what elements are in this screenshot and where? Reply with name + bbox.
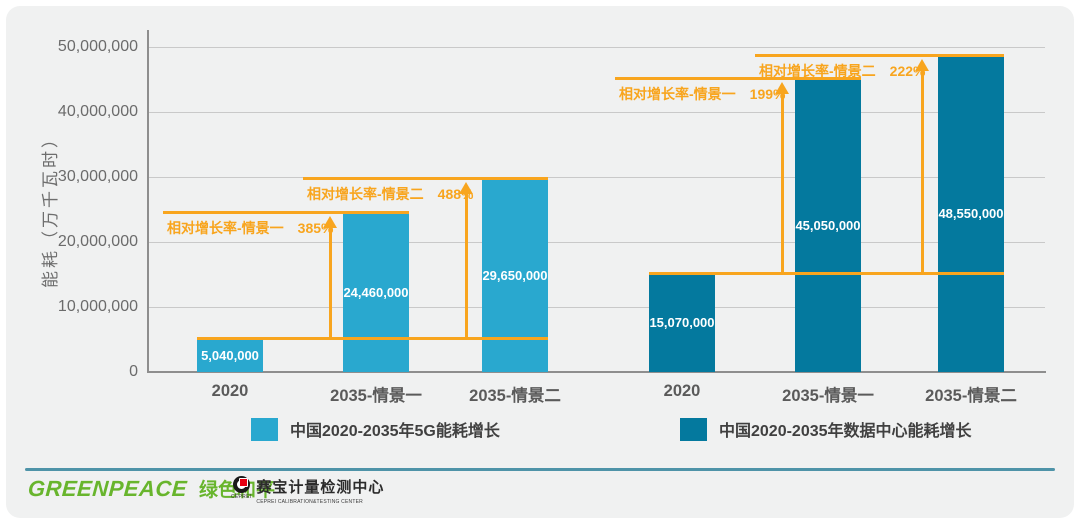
bar-value-label: 15,070,000: [649, 315, 715, 330]
annotation-label: 相对增长率-情景一 199%: [619, 86, 786, 102]
bar-value-label: 45,050,000: [795, 217, 861, 233]
x-tick-label: 2035-情景二: [469, 387, 561, 405]
y-axis-line: [147, 30, 149, 373]
arrow-up-icon: [915, 59, 929, 71]
y-axis-title: 能耗（万千瓦时）: [41, 128, 60, 288]
arrow-up-icon: [459, 182, 473, 194]
annotation-line: [755, 54, 1004, 57]
ceprei-icon-caption: CEPREI: [231, 494, 252, 500]
bar-value-label: 48,550,000: [938, 206, 1004, 221]
ceprei-icon-wrap: CEPREI: [231, 476, 251, 505]
legend-item: 中国2020-2035年数据中心能耗增长: [680, 417, 972, 441]
ceprei-subtitle: CEPREI CALIBRATION&TESTING CENTER: [256, 499, 363, 505]
annotation-line: [163, 211, 409, 214]
gridline: [148, 307, 1045, 308]
bar-value-label: 5,040,000: [201, 347, 259, 363]
gridline: [148, 112, 1045, 113]
gridline: [148, 47, 1045, 48]
y-tick-label: 30,000,000: [57, 168, 138, 185]
bar-value-label: 24,460,000: [343, 284, 409, 300]
x-tick-label: 2035-情景一: [782, 387, 874, 405]
legend-label: 中国2020-2035年5G能耗增长: [290, 423, 500, 440]
arrow-up-icon: [323, 216, 337, 228]
x-tick-label: 2020: [211, 382, 249, 400]
ceprei-red-dot-icon: [238, 478, 248, 487]
legend-label: 中国2020-2035年数据中心能耗增长: [719, 423, 972, 440]
bar-value-label: 29,650,000: [482, 267, 548, 283]
x-tick-label: 2035-情景二: [925, 387, 1017, 405]
annotation-arrow-shaft: [781, 91, 784, 274]
legend-swatch: [251, 417, 278, 441]
annotation-arrow-shaft: [921, 68, 924, 274]
annotation-label: 相对增长率-情景二 222%: [759, 63, 926, 79]
greenpeace-wordmark: GREENPEACE: [27, 476, 188, 501]
bar: [343, 213, 409, 372]
annotation-line: [615, 77, 861, 80]
bar: [197, 339, 263, 372]
ceprei-text-block: 赛宝计量检测中心 CEPREI CALIBRATION&TESTING CENT…: [256, 476, 384, 505]
ceprei-logo: CEPREI 赛宝计量检测中心 CEPREI CALIBRATION&TESTI…: [231, 476, 384, 505]
gridline: [148, 242, 1045, 243]
annotation-label: 相对增长率-情景二 488%: [307, 186, 474, 202]
annotation-arrow-shaft: [465, 191, 468, 339]
x-tick-label: 2035-情景一: [330, 387, 422, 405]
footer-divider: [25, 468, 1055, 471]
legend-item: 中国2020-2035年5G能耗增长: [251, 417, 500, 441]
bar: [649, 274, 715, 372]
y-tick-label: 10,000,000: [57, 298, 138, 315]
y-tick-label: 20,000,000: [57, 233, 138, 250]
group-baseline: [197, 337, 548, 340]
x-tick-label: 2020: [663, 382, 701, 400]
annotation-arrow-shaft: [329, 225, 332, 339]
ceprei-name: 赛宝计量检测中心: [256, 479, 385, 496]
legend-swatch: [680, 417, 707, 441]
bar: [938, 56, 1004, 372]
footer: GREENPEACE 绿色和平 CEPREI 赛宝计量检测中心 CEPREI C…: [0, 473, 1080, 513]
annotation-label: 相对增长率-情景一 385%: [167, 220, 334, 236]
ceprei-circle-icon: [232, 476, 250, 493]
chart-panel: 能耗（万千瓦时） 0 10,000,000 20,000,000 30,000,000…: [6, 6, 1074, 518]
gridline: [148, 177, 1045, 178]
group-baseline: [649, 272, 1004, 275]
y-tick-label: 50,000,000: [57, 38, 138, 55]
annotation-line: [303, 177, 548, 180]
arrow-up-icon: [775, 82, 789, 94]
y-tick-label: 0: [129, 363, 138, 380]
bar: [795, 79, 861, 372]
y-tick-label: 40,000,000: [57, 103, 138, 120]
x-axis-line: [147, 371, 1046, 373]
